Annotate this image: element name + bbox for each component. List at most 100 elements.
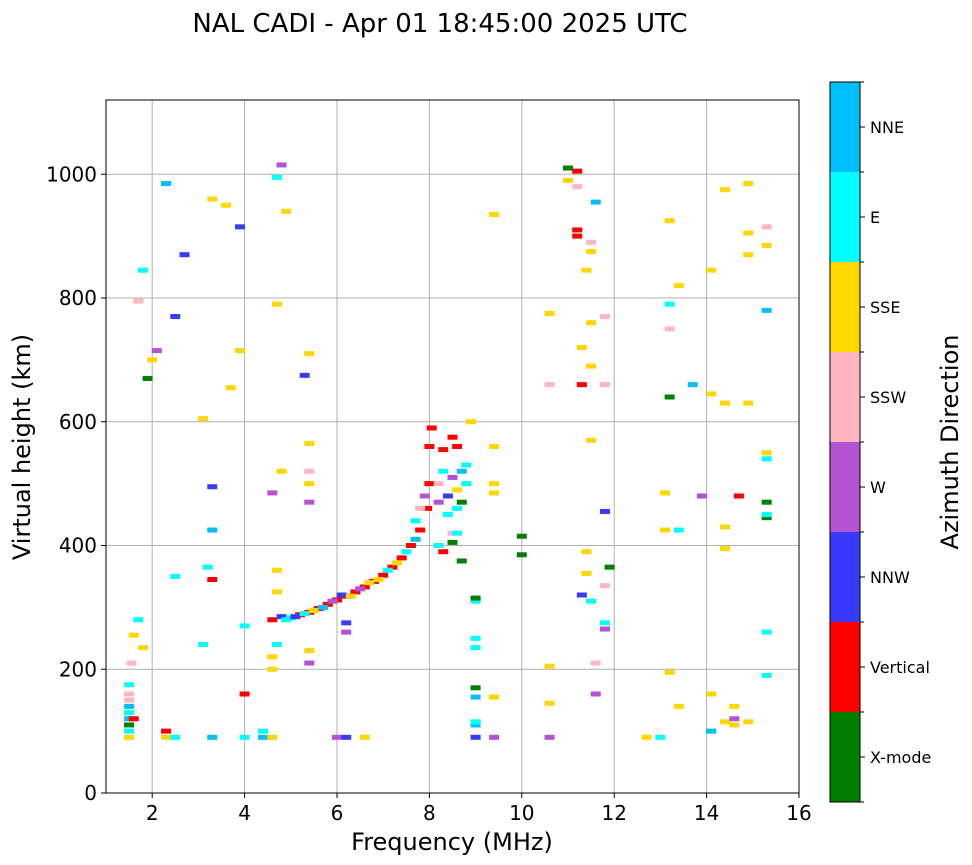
data-point: [341, 734, 352, 740]
data-point: [378, 572, 389, 578]
data-point: [234, 348, 245, 354]
data-point: [382, 567, 393, 573]
data-point: [170, 573, 181, 579]
data-point: [433, 543, 444, 548]
data-point: [304, 440, 315, 446]
data-point: [442, 512, 453, 518]
data-point: [207, 577, 218, 583]
data-point: [137, 267, 148, 273]
data-point: [516, 533, 527, 539]
data-point: [345, 593, 356, 599]
data-point: [304, 481, 315, 487]
data-point: [452, 444, 463, 449]
data-point: [198, 416, 209, 422]
data-point: [438, 549, 449, 555]
data-point: [128, 632, 139, 638]
x-tick-label: 6: [331, 801, 344, 825]
data-point: [137, 645, 148, 651]
data-point: [207, 734, 218, 740]
data-point: [590, 199, 601, 205]
data-point: [299, 611, 310, 617]
data-point: [447, 539, 458, 545]
data-point: [664, 301, 675, 307]
colorbar-label: Azimuth Direction: [936, 335, 964, 550]
data-point: [743, 181, 754, 187]
data-point: [133, 298, 144, 304]
data-point: [572, 168, 583, 174]
data-point: [424, 481, 435, 487]
data-point: [327, 598, 338, 604]
data-point: [401, 549, 412, 555]
data-point: [452, 505, 463, 511]
data-point: [415, 505, 426, 511]
data-point: [124, 734, 135, 740]
data-point: [341, 620, 352, 626]
x-tick-label: 14: [694, 801, 719, 825]
data-point: [359, 734, 370, 740]
data-point: [660, 490, 671, 496]
colorbar-tick-label: E: [870, 208, 880, 227]
data-point: [590, 691, 601, 697]
data-point: [572, 233, 583, 239]
data-point: [442, 493, 453, 499]
data-point: [271, 174, 282, 180]
data-point: [271, 589, 282, 595]
data-point: [133, 617, 144, 623]
data-point: [664, 326, 675, 332]
data-point: [544, 310, 555, 316]
data-point: [318, 604, 329, 610]
data-point: [161, 734, 172, 740]
x-tick-label: 12: [601, 801, 626, 825]
data-point: [447, 474, 458, 480]
data-point: [322, 601, 333, 607]
data-point: [142, 375, 153, 381]
data-point: [332, 734, 342, 740]
data-point: [470, 645, 481, 651]
data-point: [221, 202, 232, 208]
data-point: [396, 555, 407, 561]
data-point: [452, 530, 463, 536]
data-point: [198, 642, 209, 647]
data-point: [599, 583, 610, 589]
data-point: [267, 617, 278, 623]
data-point: [706, 391, 717, 397]
data-point: [461, 481, 472, 487]
data-point: [706, 691, 717, 697]
data-point: [304, 499, 315, 505]
data-point: [355, 586, 366, 592]
data-point: [576, 382, 587, 388]
data-point: [586, 598, 597, 604]
data-point: [664, 218, 675, 224]
colorbar-segment: [830, 352, 860, 442]
data-point: [581, 267, 592, 273]
data-point: [761, 499, 772, 505]
data-point: [720, 524, 731, 530]
chart-title: NAL CADI - Apr 01 18:45:00 2025 UTC: [192, 9, 687, 39]
data-point: [202, 564, 213, 570]
y-tick-label: 400: [59, 534, 97, 558]
data-point: [576, 592, 587, 598]
data-point: [276, 614, 287, 620]
y-tick-label: 600: [59, 410, 97, 434]
colorbar-tick-label: NNE: [870, 118, 904, 137]
data-point: [271, 642, 282, 647]
colorbar-tick-label: Vertical: [870, 658, 930, 677]
data-point: [126, 660, 137, 666]
data-point: [572, 227, 583, 233]
data-point: [234, 224, 245, 230]
data-point: [470, 694, 481, 700]
data-point: [387, 564, 398, 570]
data-point: [660, 527, 671, 533]
data-point: [720, 400, 731, 406]
colorbar-tick-label: SSE: [870, 298, 900, 317]
data-point: [687, 382, 698, 388]
data-point: [267, 734, 278, 740]
colorbar-segment: [830, 262, 860, 352]
data-point: [456, 558, 467, 564]
data-point: [673, 527, 684, 533]
data-point: [599, 382, 610, 388]
data-point: [447, 434, 458, 440]
data-point: [207, 196, 218, 202]
data-point: [207, 527, 218, 533]
